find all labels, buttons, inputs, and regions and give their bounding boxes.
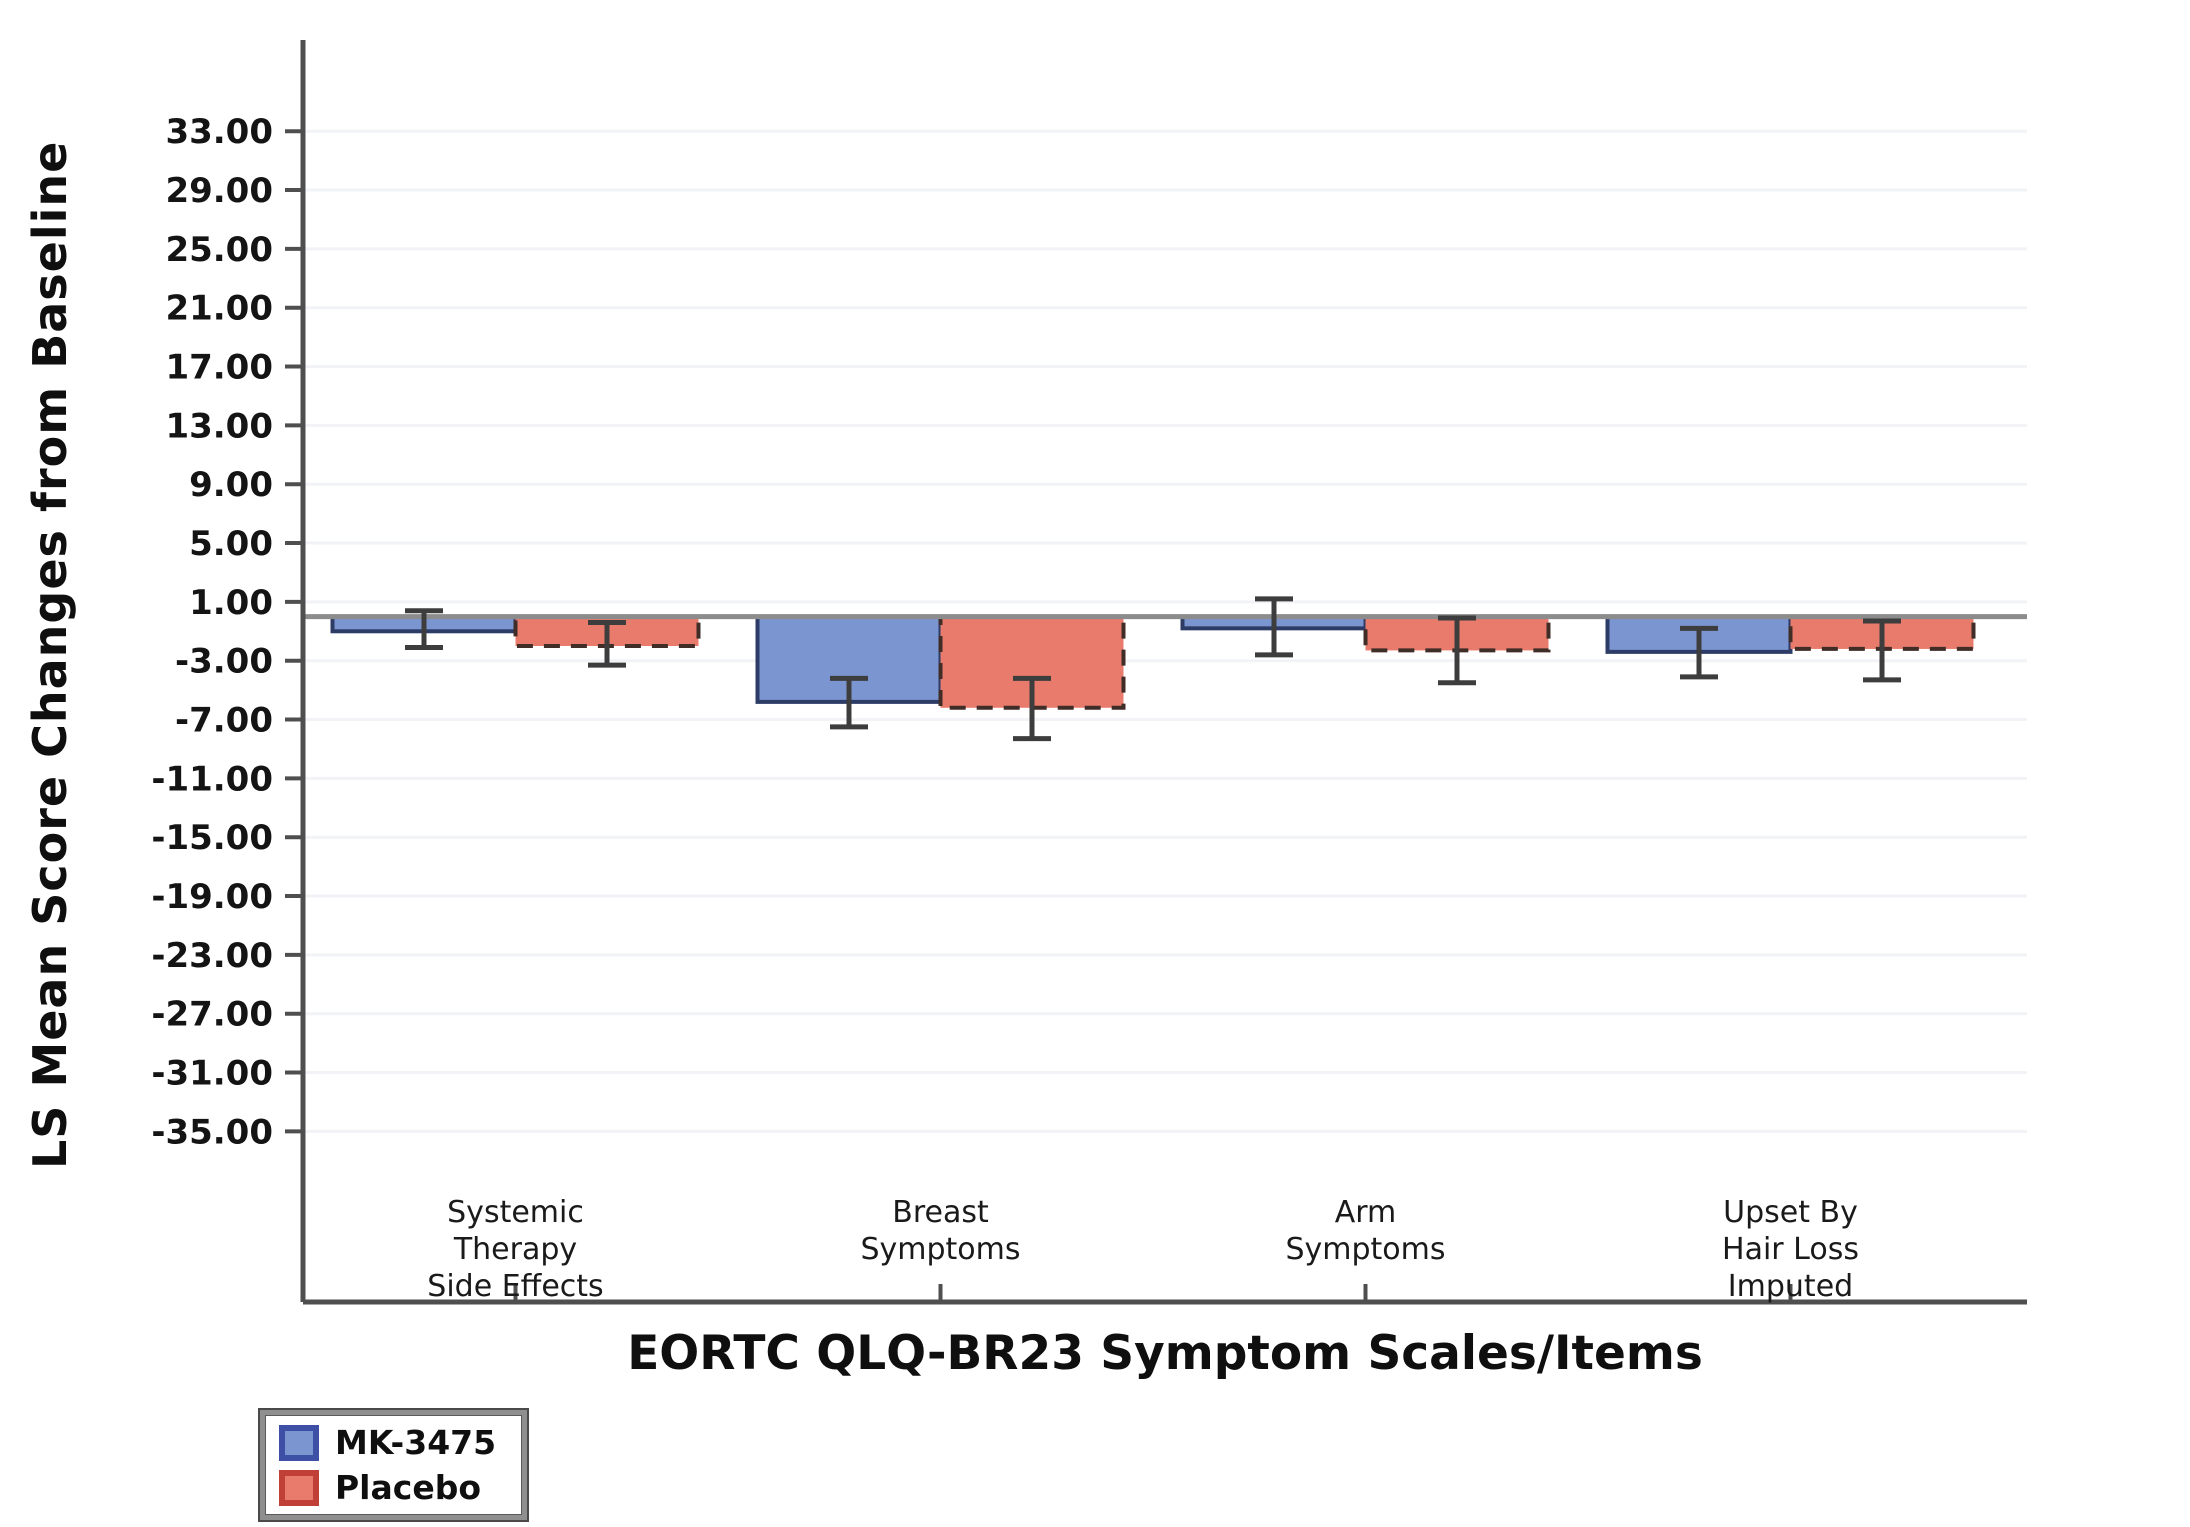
y-tick-label: 9.00 [189,465,273,505]
legend-item-placebo: Placebo [279,1468,496,1507]
legend-item-mk-3475: MK-3475 [279,1423,496,1462]
x-category-label-breast-symptoms: Symptoms [860,1232,1020,1267]
legend: MK-3475 Placebo [260,1410,528,1520]
y-axis-title: LS Mean Score Changes from Baseline [23,140,77,1170]
y-tick-label: -7.00 [175,701,273,741]
x-category-label-arm-symptoms: Symptoms [1285,1232,1445,1267]
y-tick-label: 29.00 [165,171,273,211]
y-tick-label: 1.00 [189,583,273,623]
y-tick-label: 13.00 [165,406,273,446]
y-tick-label: -19.00 [151,877,273,917]
legend-swatch-placebo [279,1469,319,1506]
y-tick-label: -3.00 [175,642,273,682]
x-category-label-breast-symptoms: Breast [892,1195,989,1230]
y-tick-label: -15.00 [151,818,273,858]
y-tick-label: 21.00 [165,289,273,329]
y-tick-label: 25.00 [165,230,273,270]
x-category-label-systemic-therapy-side-effects: Therapy [453,1232,577,1267]
x-category-label-upset-by-hair-loss-imputed: Hair Loss [1722,1232,1859,1267]
y-tick-label: 17.00 [165,348,273,388]
legend-swatch-mk-3475 [279,1424,319,1461]
y-tick-label: -35.00 [151,1112,273,1152]
y-tick-label: 5.00 [189,524,273,564]
x-category-label-arm-symptoms: Arm [1335,1195,1397,1230]
x-category-label-systemic-therapy-side-effects: Systemic [447,1195,584,1230]
y-tick-label: -27.00 [151,995,273,1035]
y-tick-label: 33.00 [165,112,273,152]
y-tick-label: -31.00 [151,1054,273,1094]
x-axis-title: EORTC QLQ-BR23 Symptom Scales/Items [627,1326,1703,1381]
legend-label-mk-3475: MK-3475 [335,1423,497,1462]
x-category-label-systemic-therapy-side-effects: Side Effects [427,1269,603,1304]
x-category-label-upset-by-hair-loss-imputed: Upset By [1723,1195,1858,1230]
y-tick-label: -11.00 [151,759,273,799]
x-category-label-upset-by-hair-loss-imputed: Imputed [1728,1269,1853,1304]
y-tick-label: -23.00 [151,936,273,976]
legend-label-placebo: Placebo [335,1468,482,1507]
